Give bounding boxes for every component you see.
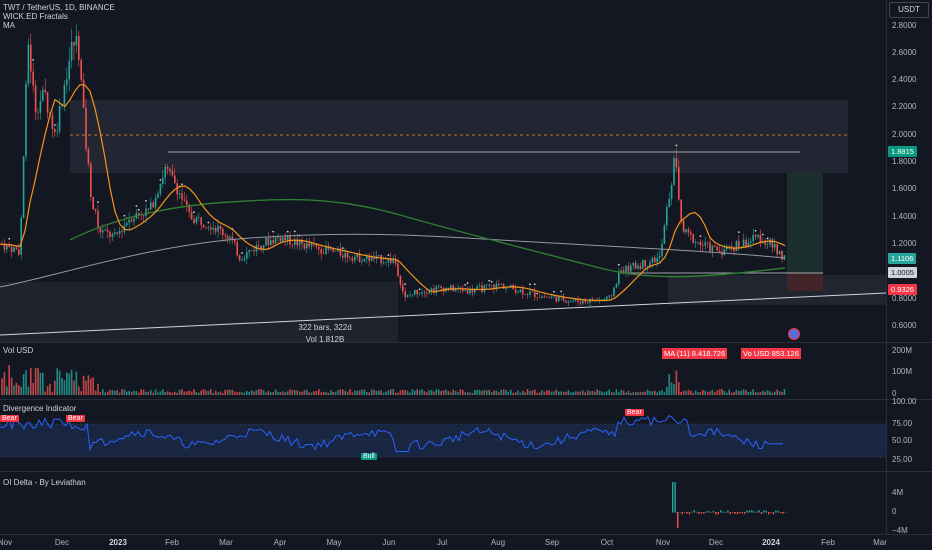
volume-tick: 200M: [892, 346, 913, 355]
supply-zone: [70, 100, 848, 173]
oi-delta-label[interactable]: OI Delta - By Leviathan: [3, 478, 86, 487]
price-tick: 2.2000: [892, 102, 917, 111]
time-tick: Mar: [219, 538, 233, 547]
divergence-tick: 25.00: [892, 455, 913, 464]
oi-tick: 0: [892, 507, 897, 516]
price-tick: 1.4000: [892, 212, 917, 221]
divergence-tick: 50.00: [892, 436, 913, 445]
volume-pane[interactable]: Vol USD MA (11) 8.418.726 Vo USD 853.126: [0, 343, 886, 399]
time-tick: Jun: [382, 538, 396, 547]
price-tick: 0.8000: [892, 294, 917, 303]
trendline: [0, 292, 886, 336]
moving-average-green: [69, 198, 786, 278]
bear-signal: Bear: [0, 415, 19, 422]
time-tick: Nov: [655, 538, 671, 547]
bear-signal: Bear: [625, 409, 644, 416]
time-tick: Apr: [273, 538, 287, 547]
time-tick: Dec: [708, 538, 724, 547]
currency-button[interactable]: USDT: [889, 2, 929, 18]
oi-tick: 4M: [892, 488, 904, 497]
demand-zone-right: [668, 275, 886, 305]
bull-signal: Bull: [361, 453, 377, 460]
price-tick: 0.6000: [892, 321, 917, 330]
price-tick: 2.0000: [892, 130, 917, 139]
time-tick: Nov: [0, 538, 13, 547]
divergence-pane[interactable]: Divergence Indicator Bear Bear Bull Bear: [0, 400, 886, 471]
price-pane[interactable]: TWT / TetherUS, 1D, BINANCE WICK.ED Frac…: [0, 0, 886, 344]
divergence-label[interactable]: Divergence Indicator: [3, 404, 77, 413]
divergence-line: [0, 415, 783, 452]
price-tag-high: 1.8815: [888, 146, 917, 157]
oi-delta-axis[interactable]: [886, 472, 932, 534]
indicator-fractals[interactable]: WICK.ED Fractals: [3, 12, 68, 21]
price-tag-low: 0.9326: [888, 284, 917, 295]
time-tick: Oct: [600, 538, 614, 547]
time-tick: Feb: [821, 538, 835, 547]
divergence-tick: 100.00: [892, 397, 917, 406]
volume-tick: 100M: [892, 367, 913, 376]
time-tick: Sep: [544, 538, 560, 547]
price-tick: 2.6000: [892, 48, 917, 57]
price-tag-current: 1.1106: [888, 253, 917, 264]
divergence-tick: 75.00: [892, 419, 913, 428]
price-tick: 2.8000: [892, 21, 917, 30]
time-tick: Aug: [490, 538, 506, 547]
time-tick: 2023: [109, 538, 127, 547]
oi-delta-pane[interactable]: OI Delta - By Leviathan: [0, 472, 886, 534]
chart-legend[interactable]: TWT / TetherUS, 1D, BINANCE WICK.ED Frac…: [3, 3, 115, 30]
time-tick: Mar: [873, 538, 887, 547]
time-tick: Jul: [436, 538, 448, 547]
time-tick: Feb: [165, 538, 179, 547]
price-tick: 1.2000: [892, 239, 917, 248]
measure-label: 322 bars, 322d Vol 1.812B: [298, 323, 352, 344]
moving-average-grey: [0, 233, 786, 288]
price-tag-mid: 1.0005: [888, 267, 917, 278]
moving-average-orange: [0, 83, 786, 302]
volume-label[interactable]: Vol USD: [3, 346, 34, 355]
volume-tick: 0: [892, 389, 897, 398]
divergence-axis[interactable]: [886, 400, 932, 471]
bear-signal: Bear: [66, 415, 85, 422]
volume-axis[interactable]: [886, 343, 932, 399]
time-tick: 2024: [762, 538, 780, 547]
time-tick: May: [326, 538, 342, 547]
price-chart[interactable]: [0, 0, 886, 342]
price-tick: 1.8000: [892, 157, 917, 166]
volume-ma-box: MA (11) 8.418.726: [662, 348, 728, 359]
symbol-title[interactable]: TWT / TetherUS, 1D, BINANCE: [3, 3, 115, 12]
oi-tick: −4M: [892, 526, 908, 535]
price-tick: 2.4000: [892, 75, 917, 84]
volume-value-box: Vo USD 853.126: [741, 348, 801, 359]
indicator-ma[interactable]: MA: [3, 21, 15, 30]
long-position-target: [787, 173, 823, 273]
time-tick: Dec: [54, 538, 70, 547]
long-position-stop: [787, 273, 823, 291]
flag-icon[interactable]: [788, 328, 800, 340]
time-axis[interactable]: [0, 535, 932, 550]
price-tick: 1.6000: [892, 184, 917, 193]
